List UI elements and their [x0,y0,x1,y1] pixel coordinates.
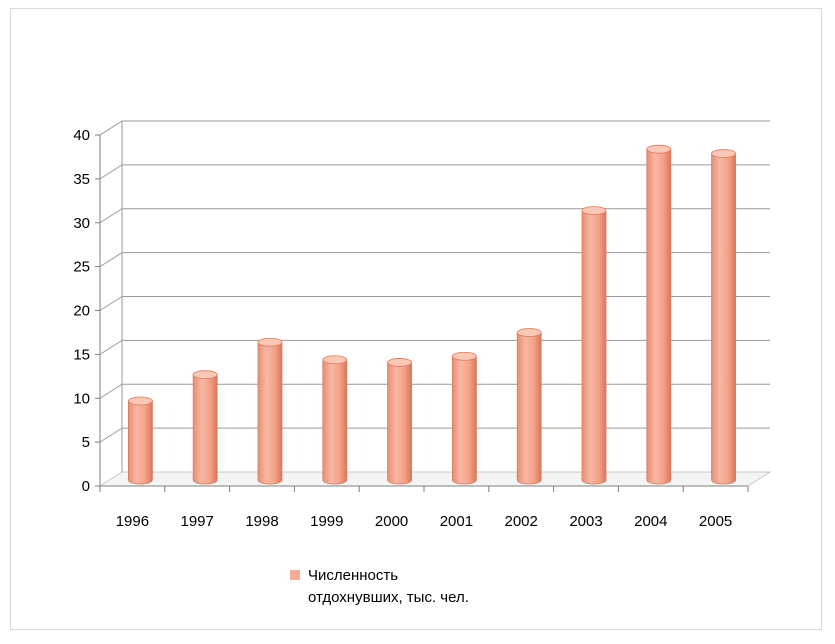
y-tick-label: 35 [73,171,90,188]
y-tick-label: 30 [73,215,90,232]
bar-2001 [451,351,477,485]
x-tick-label: 2000 [375,513,408,530]
bar-2002 [516,328,542,485]
bar-top [711,149,736,158]
bar-body [322,359,348,485]
gridline-side [99,252,123,268]
bar-1997 [192,370,218,485]
legend-label-line2: отдохнувших, тыс. чел. [308,589,469,606]
bar-top [646,144,672,154]
bar-top [192,370,218,380]
bar-body [646,148,672,485]
y-tick-label: 15 [73,346,90,363]
legend-label-line1: Численность [308,567,399,584]
bar-top [127,396,153,406]
x-tick-label: 2004 [634,513,667,530]
x-tick-label: 2003 [569,513,602,530]
bar-body [387,362,412,485]
y-tick-label: 5 [82,434,90,451]
x-tick-label: 1999 [310,513,343,530]
gridline-side [99,427,123,443]
y-tick-label: 20 [73,303,90,320]
x-tick-label: 1998 [245,513,278,530]
bar-1996 [127,396,153,485]
y-tick-label: 25 [73,259,90,276]
y-tick-label: 10 [73,390,90,407]
bar-top [322,355,348,365]
bar-body [711,153,736,485]
chart-frame [10,8,822,630]
gridline-side [99,296,123,311]
bar-body [516,332,542,485]
x-tick-label: 2002 [505,513,538,530]
bar-body [128,400,153,485]
tick-labels: 0 5 10 15 20 25 30 35 40 1996 1997 1998 1999 2000 2001… [73,127,732,530]
bar-body [581,210,607,485]
legend: Численность отдохнувших, тыс. чел. [290,565,469,609]
bar-2004 [646,144,672,485]
bar-top [387,358,413,367]
y-tick-label: 40 [73,127,90,144]
y-tick-label: 0 [82,478,90,495]
x-tick-label: 2005 [699,513,732,530]
bar-1998 [257,337,283,485]
bar-1999 [322,355,348,485]
axes [95,121,749,492]
bars [127,144,736,485]
x-tick-label: 2001 [440,513,473,530]
legend-swatch [290,570,300,581]
gridline-side [99,164,123,180]
bar-body [192,374,218,485]
gridline-side [99,208,123,224]
bar-2000 [387,358,413,485]
x-tick-label: 1996 [116,513,149,530]
bar-2005 [711,149,736,485]
bar-body [452,355,477,485]
bar-top [516,328,542,337]
bar-top [451,351,477,361]
bar-top [257,337,283,347]
gridline-side [99,120,123,136]
bar-body [257,341,283,485]
bar-top [581,206,607,216]
x-tick-label: 1997 [181,513,214,530]
bar-2003 [581,206,607,485]
gridline-side [99,339,123,355]
gridline-side [99,383,123,399]
